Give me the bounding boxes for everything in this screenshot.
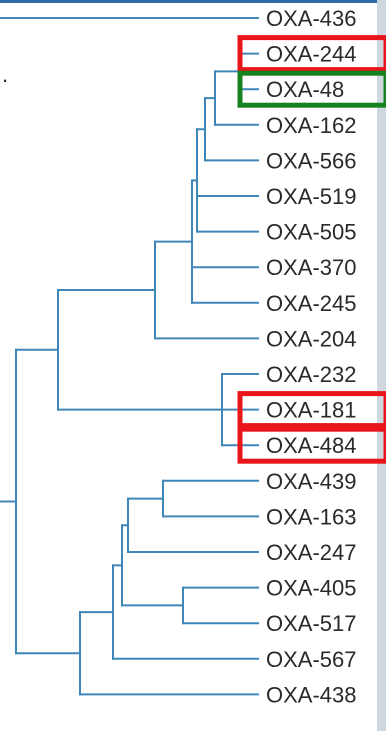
leaf-label-oxa-405: OXA-405 — [266, 576, 357, 601]
leaf-label-oxa-484: OXA-484 — [266, 433, 357, 458]
leaf-label-oxa-517: OXA-517 — [266, 611, 357, 636]
tree-branches — [0, 17, 259, 696]
leaf-label-oxa-181: OXA-181 — [266, 398, 357, 423]
highlight-box-oxa-244 — [237, 35, 386, 73]
highlight-box-oxa-484 — [237, 426, 386, 464]
leaf-label-oxa-204: OXA-204 — [266, 326, 357, 351]
leaf-label-oxa-505: OXA-505 — [266, 220, 357, 245]
right-border — [377, 0, 386, 731]
leaf-label-oxa-567: OXA-567 — [266, 647, 357, 672]
leaf-label-oxa-48: OXA-48 — [266, 77, 344, 102]
highlight-boxes — [237, 35, 386, 464]
top-border — [0, 0, 386, 3]
leaf-labels: OXA-436 OXA-244 OXA-48 OXA-162 OXA-566 OXA-51… — [266, 6, 357, 707]
leaf-label-oxa-370: OXA-370 — [266, 255, 357, 280]
leaf-label-oxa-163: OXA-163 — [266, 504, 357, 529]
leaf-label-oxa-436: OXA-436 — [266, 6, 357, 31]
leaf-label-oxa-245: OXA-245 — [266, 291, 357, 316]
leaf-label-oxa-439: OXA-439 — [266, 469, 357, 494]
leaf-label-oxa-438: OXA-438 — [266, 682, 357, 707]
leaf-label-oxa-247: OXA-247 — [266, 540, 357, 565]
leaf-label-oxa-162: OXA-162 — [266, 113, 357, 138]
leaf-label-oxa-244: OXA-244 — [266, 42, 357, 67]
highlight-box-oxa-48 — [237, 70, 386, 108]
stray-dot: . — [2, 62, 8, 87]
leaf-label-oxa-519: OXA-519 — [266, 184, 357, 209]
leaf-label-oxa-232: OXA-232 — [266, 362, 357, 387]
highlight-box-oxa-181 — [237, 391, 386, 429]
leaf-label-oxa-566: OXA-566 — [266, 148, 357, 173]
